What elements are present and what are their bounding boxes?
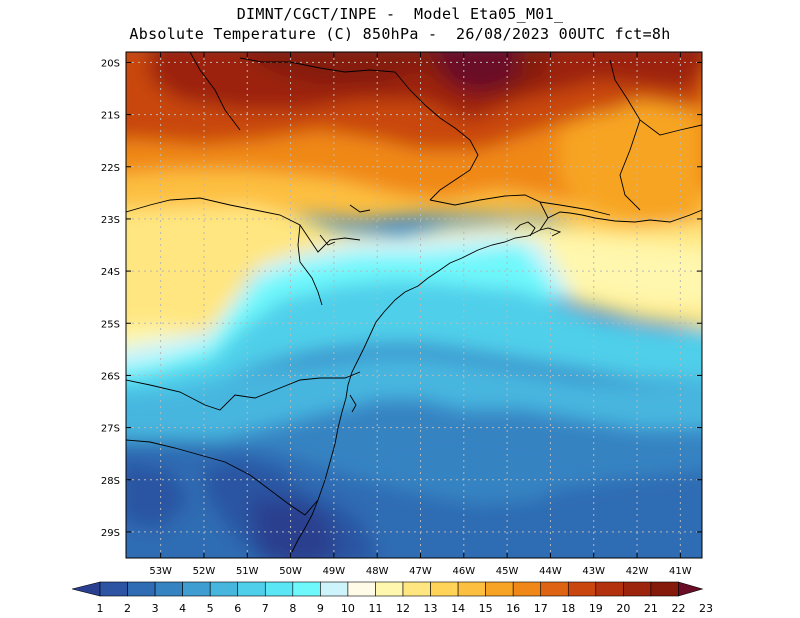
colorbar-swatch [237, 581, 266, 597]
coastline [349, 394, 357, 413]
lon-label: 46W [452, 566, 475, 577]
colorbar-swatch [567, 581, 597, 597]
lon-label: 42W [626, 566, 649, 577]
lat-label: 29S [101, 528, 120, 539]
lon-label: 53W [149, 566, 172, 577]
state-border [189, 52, 241, 131]
colorbar-swatch [99, 581, 128, 597]
state-border [239, 57, 479, 201]
colorbar-label: 15 [479, 602, 493, 615]
coastline [319, 234, 336, 246]
colorbar-label: 23 [699, 602, 713, 615]
colorbar-label: 20 [616, 602, 630, 615]
colorbar-label: 6 [234, 602, 241, 615]
lat-label: 23S [101, 215, 120, 226]
state-border [539, 201, 611, 216]
lon-label: 43W [582, 566, 605, 577]
temperature-field [126, 52, 702, 558]
lon-label: 50W [279, 566, 302, 577]
colorbar-swatch [292, 581, 321, 597]
colorbar-label: 17 [534, 602, 548, 615]
colorbar-label: 10 [341, 602, 355, 615]
lon-label: 47W [409, 566, 432, 577]
colorbar-swatch [182, 581, 211, 597]
colorbar-label: 13 [424, 602, 438, 615]
lat-label: 20S [101, 58, 120, 69]
colorbar-swatch [650, 581, 679, 597]
colorbar-label: 8 [289, 602, 296, 615]
colorbar-swatch [264, 581, 294, 597]
lon-label: 44W [539, 566, 562, 577]
colorbar-swatch [127, 581, 156, 597]
lon-label: 51W [236, 566, 259, 577]
colorbar-label: 7 [262, 602, 269, 615]
colorbar-swatch [375, 581, 404, 597]
title-line-2: Absolute Temperature (C) 850hPa - 26/08/… [129, 25, 671, 43]
title-line-1: DIMNT/CGCT/INPE - Model Eta05_M01_ [236, 5, 564, 23]
longitude-axis: 53W 52W 51W 50W 49W 48W 47W 46W 45W 44W 43W 42W 41W [149, 52, 692, 577]
lat-label: 25S [101, 319, 120, 330]
lon-label: 49W [323, 566, 346, 577]
colorbar-swatch [402, 581, 431, 597]
colorbar-label: 16 [506, 602, 520, 615]
lat-label: 27S [101, 424, 120, 435]
lon-label: 45W [496, 566, 519, 577]
coastline [291, 209, 702, 553]
colorbar-label: 5 [207, 602, 214, 615]
colorbar-swatch [540, 581, 569, 597]
colorbar: 1 2 3 4 5 6 7 8 9 10 11 12 13 14 15 16 17 18 19 20 21 22 23 [71, 581, 713, 615]
lon-label: 41W [669, 566, 692, 577]
coastline [514, 221, 536, 237]
coastline [539, 227, 562, 237]
colorbar-swatch [347, 581, 376, 597]
colorbar-label: 18 [561, 602, 575, 615]
colorbar-swatch [595, 581, 624, 597]
state-border [126, 439, 319, 516]
colorbar-swatch [623, 581, 652, 597]
state-border [126, 197, 361, 253]
colorbar-label: 19 [589, 602, 603, 615]
colorbar-label: 9 [317, 602, 324, 615]
lat-label: 28S [101, 476, 120, 487]
state-border [297, 224, 323, 306]
colorbar-arrow-right [678, 581, 704, 597]
lon-label: 48W [366, 566, 389, 577]
colorbar-label: 21 [644, 602, 658, 615]
colorbar-swatch [209, 581, 239, 597]
colorbar-label: 11 [368, 602, 382, 615]
lon-label: 52W [193, 566, 216, 577]
colorbar-swatch [320, 581, 349, 597]
colorbar-label: 12 [396, 602, 410, 615]
colorbar-label: 3 [152, 602, 159, 615]
state-border [126, 371, 361, 411]
lat-label: 24S [101, 267, 120, 278]
lat-label: 26S [101, 371, 120, 382]
lat-label: 22S [101, 163, 120, 174]
state-border [619, 119, 641, 211]
latitude-axis: 20S 21S 22S 23S 24S 25S 26S 27S 28S 29S [101, 58, 702, 539]
colorbar-label: 14 [451, 602, 465, 615]
coastline [349, 204, 371, 213]
colorbar-label: 1 [97, 602, 104, 615]
lat-label: 21S [101, 111, 120, 122]
colorbar-swatch [430, 581, 459, 597]
colorbar-swatch [512, 581, 542, 597]
colorbar-label: 22 [671, 602, 685, 615]
map-frame [125, 51, 703, 559]
colorbar-label: 4 [179, 602, 186, 615]
colorbar-swatch [154, 581, 183, 597]
colorbar-label: 2 [124, 602, 131, 615]
colorbar-arrow-left [71, 581, 101, 597]
colorbar-swatch [485, 581, 514, 597]
graticule [126, 52, 702, 558]
coastline-and-borders [126, 52, 702, 553]
colorbar-swatch [457, 581, 486, 597]
